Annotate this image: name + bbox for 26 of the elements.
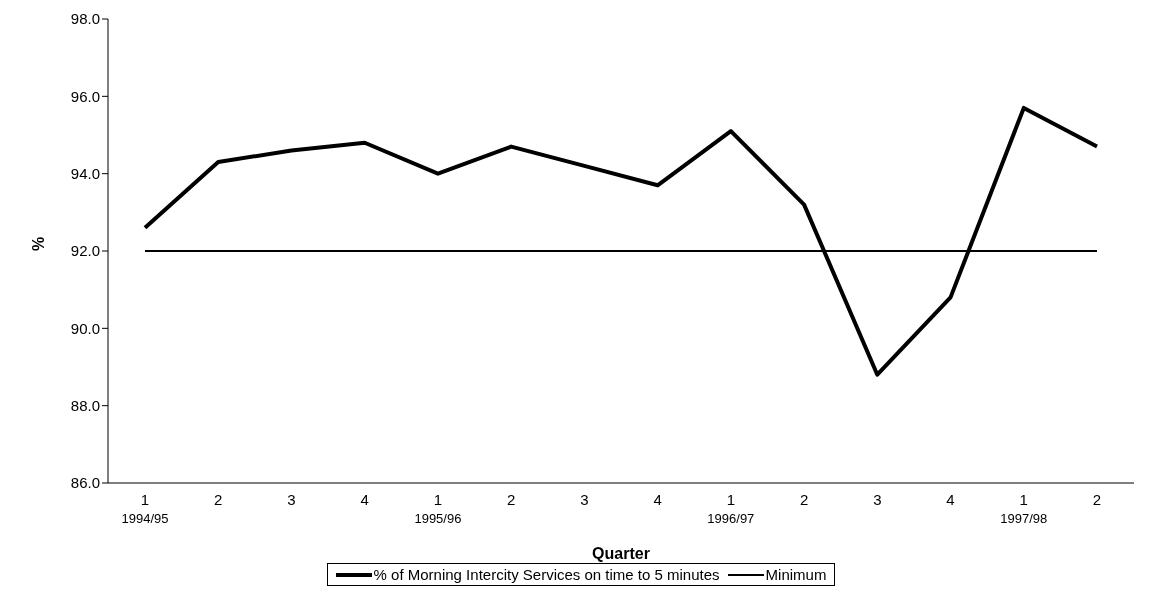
line-series (143, 105, 1099, 377)
x-tick-label: 2 (1092, 491, 1102, 508)
x-tick-label: 3 (873, 491, 882, 508)
x-tick-label: 1 1996/97 (707, 491, 755, 526)
legend-label: Minimum (765, 566, 827, 583)
x-tick-label: 1 1994/95 (121, 491, 169, 526)
x-tick-label: 2 (799, 491, 809, 508)
x-tick-label: 3 (580, 491, 589, 508)
legend-label: % of Morning Intercity Services on time to 5 minutes (373, 566, 720, 583)
x-tick-label: 2 (214, 491, 223, 508)
x-tick-label: 4 (946, 491, 955, 508)
y-tick-label: 86.0 (70, 474, 100, 492)
x-axis-title: Quarter (592, 545, 650, 562)
y-tick-label: 94.0 (70, 164, 100, 182)
x-tick-label: 1 1995/96 (414, 491, 462, 526)
y-tick-label: 90.0 (70, 319, 100, 337)
x-tick-label: 4 (360, 491, 369, 508)
x-tick-label: 2 (506, 491, 516, 508)
y-tick-label: 96.0 (70, 87, 100, 105)
x-tick-label: 1 1997/98 (1000, 491, 1048, 526)
y-tick-label: 98.0 (70, 10, 100, 28)
y-axis-title: % (29, 236, 47, 251)
x-tick-label: 4 (653, 491, 662, 508)
y-tick-label: 92.0 (70, 242, 100, 260)
y-tick-label: 88.0 (70, 396, 100, 414)
x-tick-label: 3 (287, 491, 296, 508)
